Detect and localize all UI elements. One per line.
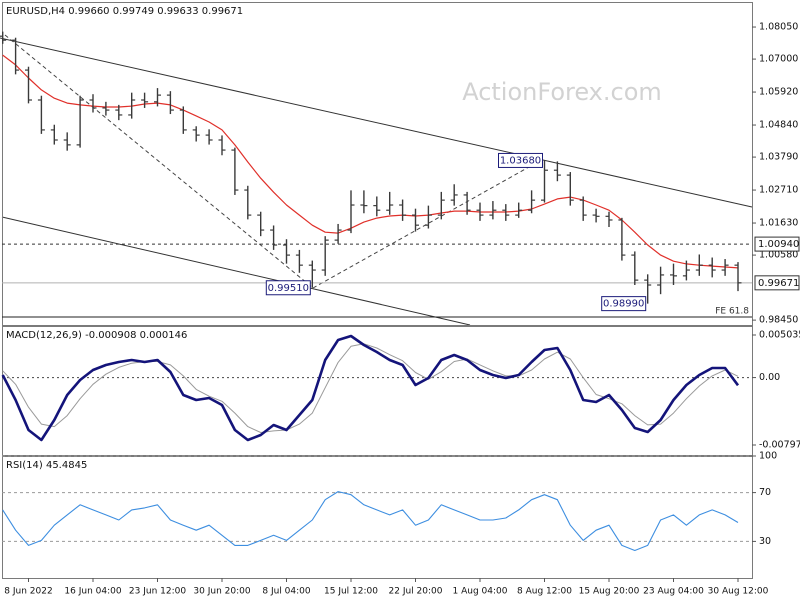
level-text: FE 61.8 [715,307,749,317]
y-tick-label: -0.007973 [759,440,800,451]
point-label-box [601,296,647,312]
watermark-layer: ActionForex.com [462,78,662,106]
x-tick-label: 8 Jul 04:00 [262,587,311,597]
point-label: 0.99510 [268,283,309,294]
point-label-box [265,280,311,296]
y-tick-label: 1.02710 [759,185,798,196]
y-tick-label: 1.05920 [759,87,798,98]
y-tick-label: 30 [759,536,771,547]
macd-line [1,334,740,442]
rsi-line [2,491,739,552]
price-panel [2,2,753,326]
point-label-box [498,152,543,168]
point-label: 0.98990 [603,299,644,310]
panel-title: MACD(12,26,9) -0.000908 0.000146 [6,330,187,341]
x-tick-label: 30 Aug 12:00 [708,587,769,597]
x-tick-label: 8 Aug 12:00 [517,587,572,597]
trend-line [4,34,314,289]
channel-line [1,216,471,326]
panel-title: RSI(14) 45.4845 [6,460,87,471]
panel-title: EURUSD,H4 0.99660 0.99749 0.99633 0.9967… [6,6,243,17]
watermark: ActionForex.com [462,78,662,106]
x-tick-label: 30 Jun 20:00 [193,587,250,597]
rsi-panel [2,456,753,579]
macd-panel [2,326,753,456]
channel-line [0,37,753,208]
point-label: 1.03680 [500,155,541,166]
x-tick-label: 23 Aug 04:00 [643,587,704,597]
x-tick-label: 22 Jul 20:00 [389,587,443,597]
x-tick-label: 23 Jun 12:00 [129,587,186,597]
y-tick-label: 1.01630 [759,218,798,229]
x-tick-label: 1 Aug 04:00 [453,587,508,597]
price-label-box [754,275,800,291]
drawing-lines [0,34,753,326]
y-tick-label: 0.98450 [759,315,798,326]
trend-line [312,157,546,289]
price-label: 1.00940 [758,239,799,250]
y-tick-label: 1.08050 [759,22,798,33]
x-tick-label: 15 Aug 20:00 [579,587,640,597]
x-tick-label: 16 Jun 04:00 [64,587,121,597]
y-tick-label: 1.00580 [759,250,798,261]
y-tick-label: 1.04840 [759,120,798,131]
y-tick-label: 0.005035 [759,329,800,340]
y-tick-label: 1.03790 [759,152,798,163]
moving-average [2,54,739,269]
y-tick-label: 0.00 [759,372,780,383]
price-label-box [754,236,800,252]
y-tick-label: 100 [759,451,777,462]
x-tick-label: 8 Jun 2022 [4,587,52,597]
y-tick-label: 1.07000 [759,54,798,65]
y-tick-label: 70 [759,487,771,498]
x-tick-label: 15 Jul 12:00 [324,587,378,597]
price-label: 0.99671 [758,278,799,289]
